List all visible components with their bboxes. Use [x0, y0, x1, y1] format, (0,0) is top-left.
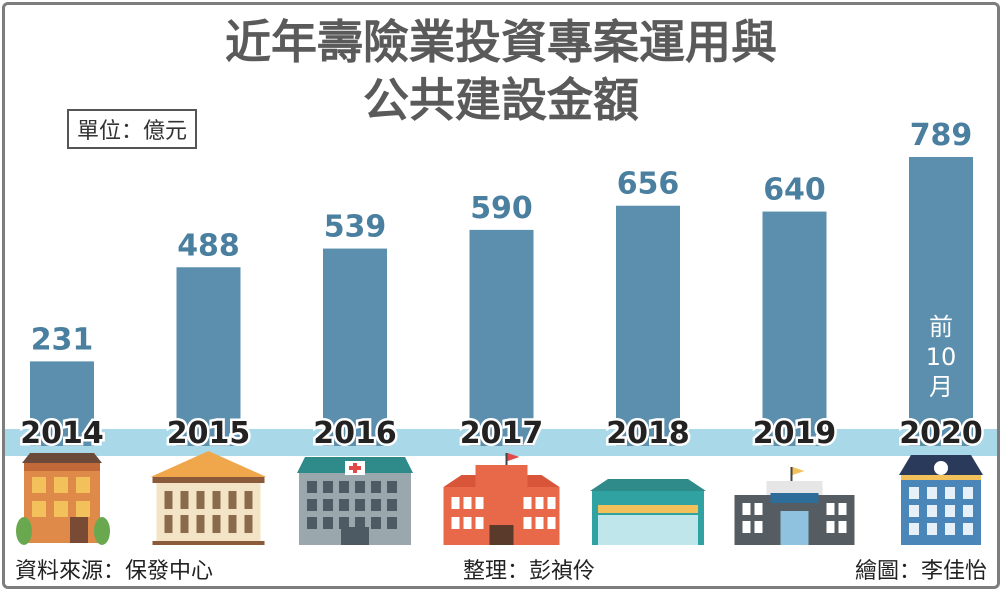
annotation-line-2: 10 [926, 343, 957, 371]
bank-icon [150, 451, 267, 545]
artist-credit: 繪圖：李佳怡 [854, 559, 987, 584]
bar-2018 [616, 205, 680, 446]
year-label-2015: 2015 [167, 416, 251, 451]
value-label-2016: 539 [324, 210, 387, 245]
year-label-2019: 2019 [753, 416, 837, 451]
chart-title: 近年壽險業投資專案運用與 公共建設金額 [5, 13, 997, 129]
year-label-2018: 2018 [606, 416, 690, 451]
bar-2014 [30, 361, 94, 446]
value-label-2015: 488 [177, 228, 240, 263]
value-label-2018: 656 [617, 167, 680, 202]
source-credit: 資料來源：保發中心 [15, 559, 214, 584]
bar-2017 [469, 229, 534, 446]
annotation-line-1: 前 [929, 313, 953, 341]
year-label-2016: 2016 [313, 416, 397, 451]
value-label-2019: 640 [763, 173, 826, 208]
year-label-2014: 2014 [20, 416, 104, 451]
house-icon [16, 453, 110, 545]
title-line-1: 近年壽險業投資專案運用與 [225, 15, 777, 69]
bar-2020 [909, 157, 973, 446]
station-icon [590, 479, 706, 545]
editor-credit: 整理：彭禎伶 [463, 559, 596, 584]
bar-chart: 231 2014 488 2015 539 2016 590 2017 656 2018 640 20… [5, 118, 997, 545]
value-label-2014: 231 [31, 322, 94, 357]
mansion-icon [899, 455, 983, 545]
value-label-2017: 590 [470, 191, 533, 226]
police-station-icon [734, 467, 855, 545]
bar-2019 [762, 211, 827, 446]
bar-2015 [176, 267, 241, 446]
title-line-2: 公共建設金額 [363, 73, 639, 127]
hospital-icon [297, 457, 413, 545]
annotation-line-3: 月 [929, 373, 953, 401]
value-label-2020: 789 [910, 118, 973, 153]
year-label-2017: 2017 [460, 416, 544, 451]
bar-2016 [323, 248, 387, 446]
footer: 資料來源：保發中心 整理：彭禎伶 繪圖：李佳怡 [15, 553, 987, 584]
year-label-2020: 2020 [899, 416, 983, 451]
school-icon [443, 453, 560, 545]
unit-label: 單位：億元 [67, 109, 198, 149]
